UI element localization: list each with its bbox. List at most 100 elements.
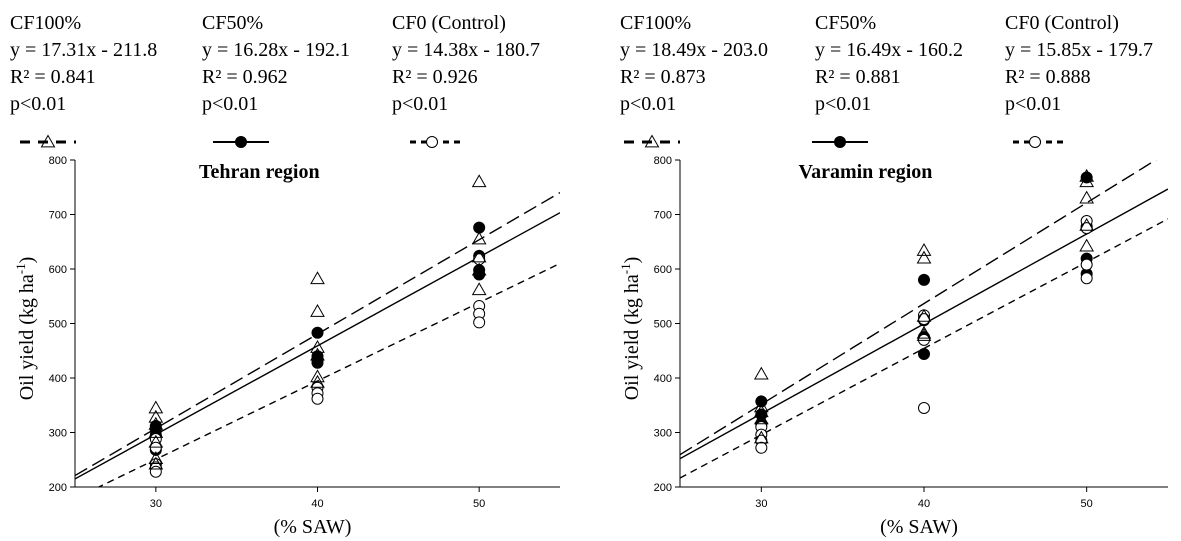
legend-key <box>812 136 868 148</box>
data-point <box>471 249 487 263</box>
y-axis-label: Oil yield (kg ha-1) <box>618 257 643 401</box>
data-point <box>916 325 932 339</box>
legend-key <box>20 134 76 148</box>
y-tick-label: 200 <box>654 482 672 494</box>
data-point <box>311 326 324 339</box>
legend-entry: CF50% y = 16.49x - 160.2 R² = 0.881 p<0.01 <box>812 12 963 148</box>
legend-entry: CF0 (Control) y = 14.38x - 180.7 R² = 0.92… <box>392 12 540 148</box>
data-point <box>148 409 164 423</box>
data-point <box>310 271 325 285</box>
data-point <box>148 424 164 438</box>
y-tick-label: 500 <box>49 319 67 331</box>
data-point <box>310 374 325 388</box>
data-point <box>918 401 930 414</box>
legend-equation: y = 14.38x - 180.7 <box>392 39 540 61</box>
data-point <box>149 441 162 454</box>
y-axis-label-main: Oil yield (kg ha <box>16 274 38 400</box>
legend-equation: y = 16.49x - 160.2 <box>815 39 963 61</box>
data-point <box>311 392 324 405</box>
legend-equation: y = 18.49x - 203.0 <box>620 39 768 61</box>
legend-key-marker <box>1029 136 1041 148</box>
y-tick-label: 400 <box>654 373 672 385</box>
legend-key <box>410 136 462 148</box>
legend-key-marker <box>40 134 56 148</box>
legend-key-marker <box>834 136 846 148</box>
legend-p-value: p<0.01 <box>815 93 871 115</box>
legend-p-value: p<0.01 <box>10 93 66 115</box>
legend-key-marker <box>644 134 660 148</box>
x-tick-label: 50 <box>473 498 485 510</box>
legend-series-name: CF50% <box>202 12 263 34</box>
chart-panel-2: CF100% y = 18.49x - 203.0 R² = 0.873 p<0.01… <box>618 12 1168 538</box>
chart-panel-1: CF100% y = 17.31x - 211.8 R² = 0.841 p<0.01… <box>10 12 560 538</box>
data-point <box>148 451 164 465</box>
legend-p-value: p<0.01 <box>1005 93 1061 115</box>
data-point <box>916 250 932 264</box>
legend-series-name: CF50% <box>815 12 876 34</box>
data-point <box>471 262 487 276</box>
y-tick-label: 800 <box>654 155 672 167</box>
data-point <box>753 404 769 418</box>
data-point <box>471 174 487 188</box>
y-tick-label: 600 <box>49 264 67 276</box>
data-point <box>148 434 164 448</box>
data-point <box>473 316 486 329</box>
legend-key-marker <box>426 136 438 148</box>
legend-key-marker <box>235 136 247 148</box>
data-point <box>149 465 162 478</box>
data-point <box>310 304 325 317</box>
legend-series-name: CF100% <box>620 12 691 34</box>
data-point <box>755 441 768 454</box>
data-point <box>310 369 325 383</box>
legend-key <box>213 136 269 148</box>
regression-line <box>680 160 1158 456</box>
data-point <box>753 366 769 380</box>
data-point <box>918 313 930 326</box>
data-point <box>753 430 769 444</box>
data-point <box>1080 258 1093 271</box>
y-axis-label-sup: -1 <box>618 263 633 274</box>
x-tick-label: 30 <box>755 498 767 510</box>
legend-r2: R² = 0.962 <box>202 66 288 88</box>
legend-series-name: CF0 (Control) <box>1005 12 1119 34</box>
legend-series-name: CF0 (Control) <box>392 12 506 34</box>
data-point <box>471 231 487 245</box>
legend-r2: R² = 0.841 <box>10 66 96 88</box>
data-point <box>148 456 164 470</box>
chart-title: Varamin region <box>798 161 932 183</box>
data-point <box>471 282 487 296</box>
data-point <box>755 395 768 408</box>
legend-equation: y = 16.28x - 192.1 <box>202 39 350 61</box>
legend-key <box>624 134 680 148</box>
legend-p-value: p<0.01 <box>392 93 448 115</box>
data-point <box>1079 168 1095 182</box>
y-tick-label: 400 <box>49 373 67 385</box>
data-point <box>1079 174 1095 188</box>
legend-entry: CF0 (Control) y = 15.85x - 179.7 R² = 0.88… <box>1005 12 1153 148</box>
data-point <box>1079 190 1095 204</box>
x-tick-label: 40 <box>918 498 930 510</box>
legend-entry: CF100% y = 18.49x - 203.0 R² = 0.873 p<0.01 <box>620 12 768 148</box>
y-axis-label-tail: ) <box>621 257 643 264</box>
chart-title: Tehran region <box>199 161 320 183</box>
legend-key <box>1013 136 1065 148</box>
y-tick-label: 700 <box>49 210 67 222</box>
y-tick-label: 800 <box>49 155 67 167</box>
y-axis-label-sup: -1 <box>13 263 28 274</box>
data-point <box>916 308 932 322</box>
y-tick-label: 600 <box>654 264 672 276</box>
data-point <box>473 221 486 234</box>
data-point <box>310 347 325 361</box>
legend-r2: R² = 0.926 <box>392 66 478 88</box>
y-tick-label: 700 <box>654 210 672 222</box>
data-point <box>918 333 930 346</box>
data-point <box>918 273 930 286</box>
y-tick-label: 500 <box>654 319 672 331</box>
data-point <box>473 268 486 281</box>
legend-r2: R² = 0.888 <box>1005 66 1091 88</box>
data-point <box>1079 238 1095 252</box>
legend-equation: y = 17.31x - 211.8 <box>10 39 157 61</box>
legend-entry: CF50% y = 16.28x - 192.1 R² = 0.962 p<0.01 <box>202 12 350 148</box>
legend-p-value: p<0.01 <box>620 93 676 115</box>
data-point <box>753 411 769 425</box>
